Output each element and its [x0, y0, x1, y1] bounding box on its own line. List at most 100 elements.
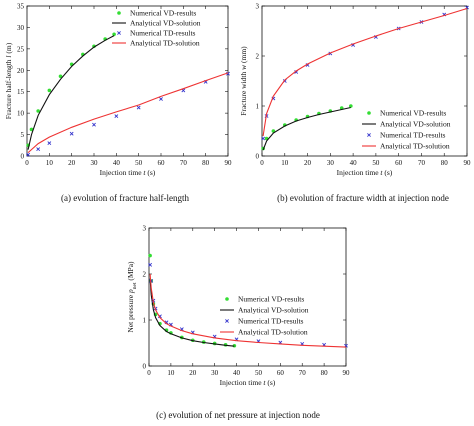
- y-tick-label: 5: [21, 131, 25, 139]
- x-axis-label-unit: (s): [146, 168, 156, 177]
- x-axis-label-text: Injection time: [337, 168, 381, 177]
- series-analytical-td_analytical: [262, 7, 468, 137]
- data-point: [47, 88, 52, 93]
- y-tick-label: 20: [17, 67, 25, 75]
- y-tick-label: 0: [143, 363, 147, 371]
- series-line: [27, 72, 229, 154]
- data-point: [36, 109, 40, 113]
- y-axis-label-unit: (mm): [239, 46, 248, 65]
- figure-caption: (b) evolution of fracture width at injec…: [277, 193, 449, 203]
- y-axis-label-var: w: [239, 65, 248, 70]
- numerical-td-marker: [117, 31, 121, 35]
- legend-entry-label: Numerical VD-results: [380, 109, 446, 118]
- chart-fracture-width: 0 10 20 30 40 50 60 70 80 90 0 1 2 3 Injection time t …: [239, 3, 471, 204]
- y-axis-label-text: Fracture width: [239, 70, 248, 116]
- y-axis-label-sub: net: [132, 282, 138, 289]
- x-tick-label: 50: [135, 159, 143, 167]
- y-axis-label: Fracture half-length l (m): [4, 42, 13, 119]
- legend-entry-label: Analytical TD-solution: [380, 142, 450, 151]
- x-tick-label: 20: [68, 159, 76, 167]
- data-point: [261, 136, 266, 141]
- plot-frame: [261, 5, 468, 157]
- x-tick-label: 40: [233, 369, 241, 377]
- x-tick-label: 80: [321, 369, 329, 377]
- y-tick-label: 0: [21, 153, 25, 161]
- series-analytical-td_analytical: [27, 72, 229, 154]
- x-tick-label: 60: [277, 369, 285, 377]
- x-axis-label-unit: (s): [266, 378, 276, 387]
- series-analytical-vd_analytical: [27, 35, 115, 150]
- x-tick-label: 40: [350, 159, 358, 167]
- x-axis-label-text: Injection time: [100, 168, 144, 177]
- y-tick-label: 10: [17, 110, 25, 118]
- legend-entry-label: Numerical VD-results: [130, 9, 196, 18]
- y-axis-label-text: Fracture half-length: [4, 58, 13, 120]
- data-point: [26, 152, 31, 157]
- legend-entry-label: Analytical TD-solution: [238, 328, 308, 337]
- x-tick-label: 90: [225, 159, 233, 167]
- y-tick-label: 1: [143, 317, 147, 325]
- y-tick-label: 0: [256, 153, 260, 161]
- y-tick-label: 2: [143, 271, 147, 279]
- legend-entry-label: Analytical VD-solution: [238, 306, 309, 315]
- x-tick-label: 90: [343, 369, 351, 377]
- y-tick-label: 30: [17, 24, 25, 32]
- x-tick-label: 70: [299, 369, 307, 377]
- x-tick-label: 70: [180, 159, 188, 167]
- x-tick-label: 10: [281, 159, 289, 167]
- data-point: [148, 253, 152, 258]
- series-analytical-vd_analytical: [149, 278, 235, 347]
- y-axis-label-unit: (m): [4, 42, 13, 55]
- legend-entry-label: Analytical VD-solution: [130, 19, 201, 28]
- numerical-vd-marker: [117, 11, 121, 15]
- x-tick-label: 80: [441, 159, 449, 167]
- series-numerical-td_numerical: [26, 71, 230, 157]
- x-tick-label: 40: [113, 159, 121, 167]
- legend-entry-label: Numerical TD-results: [380, 131, 446, 140]
- numerical-td-marker: [367, 133, 371, 137]
- data-point: [349, 104, 353, 108]
- y-tick-label: 3: [143, 225, 147, 233]
- series-line: [262, 106, 351, 151]
- series-line: [149, 273, 347, 348]
- x-tick-label: 30: [91, 159, 99, 167]
- x-tick-label: 30: [327, 159, 335, 167]
- numerical-vd-marker: [367, 111, 371, 115]
- x-tick-label: 10: [167, 369, 175, 377]
- chart-fracture-half-length: 0 10 20 30 40 50 60 70 80 90 0 5 10 15 20 25 30 35 Injecti…: [4, 3, 232, 204]
- legend: Numerical VD-results Analytical VD-soluti…: [362, 109, 451, 151]
- series-line: [149, 278, 235, 347]
- x-tick-label: 20: [304, 159, 312, 167]
- y-axis-label-var: p: [126, 289, 135, 294]
- y-tick-label: 2: [256, 53, 260, 61]
- x-tick-label: 60: [158, 159, 166, 167]
- x-axis-label-var: t: [263, 378, 266, 387]
- x-tick-label: 50: [372, 159, 380, 167]
- chart-net-pressure: 0 10 20 30 40 50 60 70 80 90 0 1 2 3 Injection time t …: [126, 225, 350, 421]
- plot-frame: [26, 5, 229, 157]
- x-tick-label: 80: [202, 159, 210, 167]
- numerical-td-marker: [225, 319, 229, 323]
- x-tick-label: 0: [25, 159, 29, 167]
- y-axis-label: Net pressure pnet (MPa): [126, 261, 138, 333]
- numerical-vd-marker: [225, 297, 229, 301]
- y-tick-label: 25: [17, 45, 25, 53]
- legend-entry-label: Analytical TD-solution: [130, 39, 200, 48]
- y-tick-label: 35: [17, 3, 25, 11]
- plot-frame: [148, 227, 347, 367]
- data-point: [114, 114, 119, 119]
- legend-entry-label: Analytical VD-solution: [380, 120, 451, 129]
- data-point: [47, 141, 52, 146]
- data-point: [112, 32, 116, 37]
- x-axis-label: Injection time t (s): [220, 378, 276, 387]
- x-axis-label-unit: (s): [383, 168, 393, 177]
- y-axis-label: Fracture width w (mm): [239, 46, 248, 116]
- data-point: [92, 122, 96, 127]
- x-axis-label: Injection time t (s): [100, 168, 156, 177]
- data-point: [159, 97, 163, 101]
- data-point: [58, 74, 63, 79]
- x-tick-label: 30: [211, 369, 219, 377]
- data-point: [148, 262, 153, 267]
